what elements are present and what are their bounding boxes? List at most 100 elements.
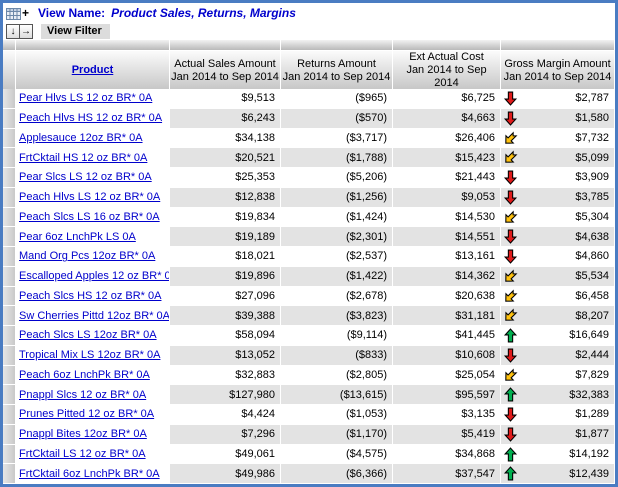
margin-value: $1,580 — [575, 112, 609, 125]
product-link[interactable]: FrtCktail LS 12 oz BR* 0A — [19, 447, 146, 460]
margin-cell: $14,192 — [501, 444, 615, 465]
row-handle[interactable] — [3, 306, 16, 326]
trend-arrow-icon — [503, 150, 518, 166]
product-link[interactable]: Sw Cherries Pittd 12oz BR* 0A — [19, 309, 170, 322]
trend-arrow-icon — [503, 170, 518, 185]
margin-cell: $16,649 — [501, 326, 615, 346]
row-handle[interactable] — [3, 89, 16, 109]
table-row: FrtCktail 6oz LnchPk BR* 0A $49,986 ($6,… — [3, 464, 615, 484]
product-link[interactable]: Pear Slcs LS 12 oz BR* 0A — [19, 171, 152, 184]
row-handle[interactable] — [3, 207, 16, 228]
row-handle[interactable] — [3, 266, 16, 287]
grid-icon — [6, 7, 21, 20]
column-header-returns[interactable]: Returns Amount Jan 2014 to Sep 2014 — [281, 51, 393, 91]
row-handle[interactable] — [3, 227, 16, 247]
trend-arrow-icon — [503, 190, 518, 205]
margin-value: $3,909 — [575, 171, 609, 184]
row-handle[interactable] — [3, 286, 16, 307]
product-link[interactable]: Pear 6oz LnchPk LS 0A — [19, 230, 136, 243]
product-link[interactable]: Pnappl Slcs 12 oz BR* 0A — [19, 388, 147, 401]
cost-cell: $13,161 — [393, 247, 501, 267]
product-link[interactable]: Peach Hlvs LS 12 oz BR* 0A — [19, 191, 161, 204]
product-link[interactable]: Peach Slcs LS 12oz BR* 0A — [19, 329, 157, 342]
margin-value: $3,785 — [575, 191, 609, 204]
margin-cell: $32,383 — [501, 385, 615, 405]
returns-cell: ($4,575) — [281, 444, 393, 465]
row-handle[interactable] — [3, 365, 16, 386]
report-grid: Product Actual Sales Amount Jan 2014 to … — [3, 40, 615, 484]
table-row: Pear Hlvs LS 12 oz BR* 0A $9,513 ($965) … — [3, 89, 615, 109]
sales-cell: $127,980 — [170, 385, 281, 405]
margin-value: $5,099 — [575, 151, 609, 164]
row-handle[interactable] — [3, 108, 16, 129]
table-row: Peach 6oz LnchPk BR* 0A $32,883 ($2,805)… — [3, 365, 615, 386]
row-handle[interactable] — [3, 148, 16, 168]
margin-value: $12,439 — [569, 467, 609, 480]
cost-cell: $6,725 — [393, 89, 501, 109]
header-strip-cell — [16, 40, 170, 51]
product-link[interactable]: Pear Hlvs LS 12 oz BR* 0A — [19, 92, 153, 105]
product-link[interactable]: Peach Hlvs HS 12 oz BR* 0A — [19, 112, 163, 125]
returns-cell: ($833) — [281, 345, 393, 366]
column-title: Gross Margin Amount — [504, 57, 611, 70]
margin-cell: $1,877 — [501, 424, 615, 445]
row-handle[interactable] — [3, 405, 16, 425]
cost-cell: $5,419 — [393, 424, 501, 445]
column-header-product[interactable]: Product — [16, 51, 170, 91]
product-header-link[interactable]: Product — [71, 64, 114, 76]
product-link[interactable]: Mand Org Pcs 12oz BR* 0A — [19, 250, 156, 263]
trend-arrow-icon — [503, 387, 518, 402]
product-link[interactable]: Peach Slcs LS 16 oz BR* 0A — [19, 210, 160, 223]
table-row: Peach Slcs LS 16 oz BR* 0A $19,834 ($1,4… — [3, 207, 615, 228]
product-link[interactable]: Escalloped Apples 12 oz BR* 0A — [19, 270, 170, 283]
row-handle[interactable] — [3, 424, 16, 445]
row-handle[interactable] — [3, 187, 16, 208]
table-row: Mand Org Pcs 12oz BR* 0A $18,021 ($2,537… — [3, 247, 615, 267]
column-header-gross-margin[interactable]: Gross Margin Amount Jan 2014 to Sep 2014 — [501, 51, 615, 91]
margin-value: $7,732 — [575, 131, 609, 144]
product-link[interactable]: FrtCktail HS 12 oz BR* 0A — [19, 151, 148, 164]
sales-cell: $6,243 — [170, 108, 281, 129]
product-link[interactable]: Peach 6oz LnchPk BR* 0A — [19, 368, 150, 381]
row-handle[interactable] — [3, 247, 16, 267]
view-name-label: View Name: — [38, 6, 106, 20]
cost-cell: $9,053 — [393, 187, 501, 208]
returns-cell: ($1,788) — [281, 148, 393, 168]
margin-value: $5,534 — [575, 270, 609, 283]
margin-cell: $1,289 — [501, 405, 615, 425]
product-link[interactable]: Tropical Mix LS 12oz BR* 0A — [19, 349, 161, 362]
cost-cell: $26,406 — [393, 128, 501, 149]
row-handle[interactable] — [3, 345, 16, 366]
trend-arrow-icon — [503, 407, 518, 422]
product-link[interactable]: Peach Slcs HS 12 oz BR* 0A — [19, 289, 162, 302]
product-link[interactable]: Prunes Pitted 12 oz BR* 0A — [19, 408, 155, 421]
row-handle[interactable] — [3, 128, 16, 149]
product-link[interactable]: Pnappl Bites 12oz BR* 0A — [19, 428, 147, 441]
column-period: Jan 2014 to Sep 2014 — [503, 70, 612, 83]
column-header-actual-sales[interactable]: Actual Sales Amount Jan 2014 to Sep 2014 — [170, 51, 281, 91]
sales-cell: $4,424 — [170, 405, 281, 425]
cost-cell: $14,530 — [393, 207, 501, 228]
product-link[interactable]: FrtCktail 6oz LnchPk BR* 0A — [19, 467, 160, 480]
header-handle-cell — [3, 51, 16, 91]
row-handle[interactable] — [3, 444, 16, 465]
returns-cell: ($2,301) — [281, 227, 393, 247]
row-handle[interactable] — [3, 326, 16, 346]
table-row: Escalloped Apples 12 oz BR* 0A $19,896 (… — [3, 266, 615, 287]
row-handle[interactable] — [3, 464, 16, 484]
expand-icon[interactable]: + — [22, 6, 30, 20]
margin-value: $6,458 — [575, 289, 609, 302]
returns-cell: ($1,053) — [281, 405, 393, 425]
margin-value: $2,787 — [575, 92, 609, 105]
cost-cell: $14,362 — [393, 266, 501, 287]
row-handle[interactable] — [3, 168, 16, 188]
margin-value: $7,829 — [575, 368, 609, 381]
table-row: Peach Hlvs LS 12 oz BR* 0A $12,838 ($1,2… — [3, 187, 615, 208]
column-header-ext-cost[interactable]: Ext Actual Cost Jan 2014 to Sep 2014 — [393, 51, 501, 91]
pivot-down-button[interactable]: ↓ — [6, 24, 20, 39]
product-link[interactable]: Applesauce 12oz BR* 0A — [19, 131, 143, 144]
trend-arrow-icon — [503, 348, 518, 363]
pivot-right-button[interactable]: → — [19, 24, 33, 39]
table-row: FrtCktail HS 12 oz BR* 0A $20,521 ($1,78… — [3, 148, 615, 168]
row-handle[interactable] — [3, 385, 16, 405]
